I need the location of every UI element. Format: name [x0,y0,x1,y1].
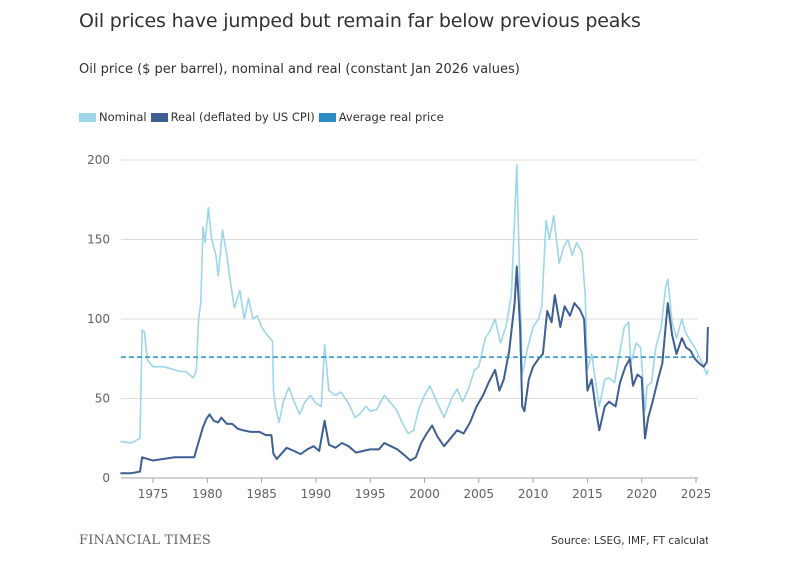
x-tick-label: 2005 [464,487,495,501]
x-tick-label: 1975 [138,487,169,501]
x-tick-label: 2000 [409,487,440,501]
legend-swatch-real [150,112,168,122]
chart-legend: Nominal Real (deflated by US CPI) Averag… [79,110,448,124]
series-lines [120,164,709,475]
y-axis-ticks: 0 50 100 150 200 [87,153,110,485]
legend-label-real: Real (deflated by US CPI) [170,110,315,124]
y-tick-label: 50 [95,392,110,406]
y-tick-label: 100 [87,312,110,326]
x-tick-label: 2020 [626,487,657,501]
legend-item-average: Average real price [318,110,444,124]
x-tick-label: 1980 [192,487,223,501]
x-tick-label: 1995 [355,487,386,501]
legend-label-average: Average real price [338,110,444,124]
legend-item-nominal: Nominal [79,110,147,124]
ft-logo: FINANCIAL TIMES [79,533,212,548]
x-tick-label: 1985 [246,487,277,501]
legend-swatch-average [318,112,336,122]
x-tick-label: 2010 [518,487,549,501]
y-tick-label: 200 [87,153,110,167]
source-note: Source: LSEG, IMF, FT calculations [551,535,708,547]
legend-swatch-nominal [79,112,96,122]
x-tick-label: 2025 [681,487,712,501]
y-tick-label: 150 [87,233,110,247]
gridlines [121,159,698,479]
series-line-real [120,265,709,475]
x-axis: 1975 1980 1985 1990 1995 2000 2005 2010 2015 2020… [138,478,712,501]
y-tick-label: 0 [102,471,110,485]
x-tick-label: 1990 [301,487,332,501]
chart-title: Oil prices have jumped but remain far be… [79,10,641,32]
series-line-nominal [120,164,709,444]
x-tick-label: 2015 [572,487,603,501]
chart-subtitle: Oil price ($ per barrel), nominal and re… [79,62,520,77]
legend-item-real: Real (deflated by US CPI) [150,110,315,124]
legend-label-nominal: Nominal [99,110,147,124]
